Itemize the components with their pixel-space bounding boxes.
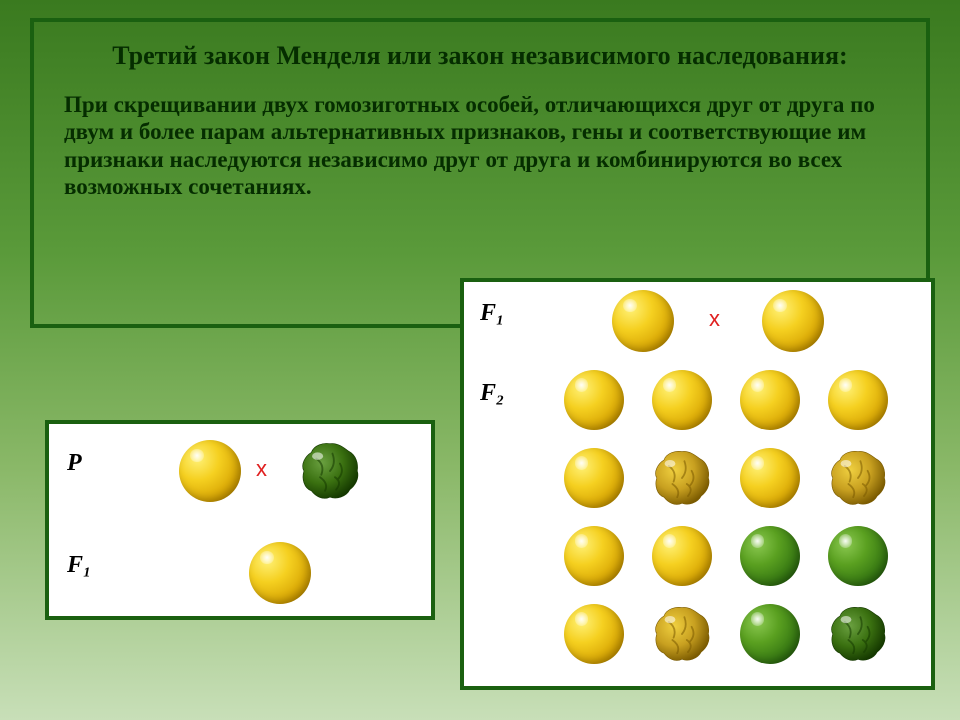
pea-green-smooth-icon	[740, 526, 800, 586]
title-text: Третий закон Менделя или закон независим…	[64, 40, 896, 73]
cross-icon: х	[256, 456, 267, 482]
cross-icon: х	[709, 306, 720, 332]
pea-yellow-wrinkled-icon	[652, 448, 712, 508]
pea-yellow-smooth-icon	[179, 440, 241, 502]
generation-label: F₁	[480, 300, 504, 327]
pea-yellow-smooth-icon	[740, 370, 800, 430]
diagram-left: P F₁ х	[45, 420, 435, 620]
pea-yellow-wrinkled-icon	[828, 448, 888, 508]
diagram-right: F₁ F₂ х	[460, 278, 935, 690]
pea-green-smooth-icon	[828, 526, 888, 586]
pea-yellow-wrinkled-icon	[652, 604, 712, 664]
pea-yellow-smooth-icon	[652, 526, 712, 586]
pea-yellow-smooth-icon	[564, 448, 624, 508]
pea-green-smooth-icon	[740, 604, 800, 664]
pea-yellow-smooth-icon	[249, 542, 311, 604]
body-text: При скрещивании двух гомозиготных особей…	[64, 91, 896, 201]
pea-yellow-smooth-icon	[612, 290, 674, 352]
pea-yellow-smooth-icon	[652, 370, 712, 430]
pea-yellow-smooth-icon	[564, 370, 624, 430]
pea-green-wrinkled-icon	[828, 604, 888, 664]
generation-label: F₂	[480, 380, 504, 407]
generation-label: F₁	[67, 552, 91, 579]
pea-yellow-smooth-icon	[740, 448, 800, 508]
pea-yellow-smooth-icon	[762, 290, 824, 352]
pea-yellow-smooth-icon	[564, 526, 624, 586]
pea-yellow-smooth-icon	[564, 604, 624, 664]
generation-label: P	[67, 450, 82, 477]
pea-green-wrinkled-icon	[299, 440, 361, 502]
slide: Третий закон Менделя или закон независим…	[0, 0, 960, 720]
pea-yellow-smooth-icon	[828, 370, 888, 430]
